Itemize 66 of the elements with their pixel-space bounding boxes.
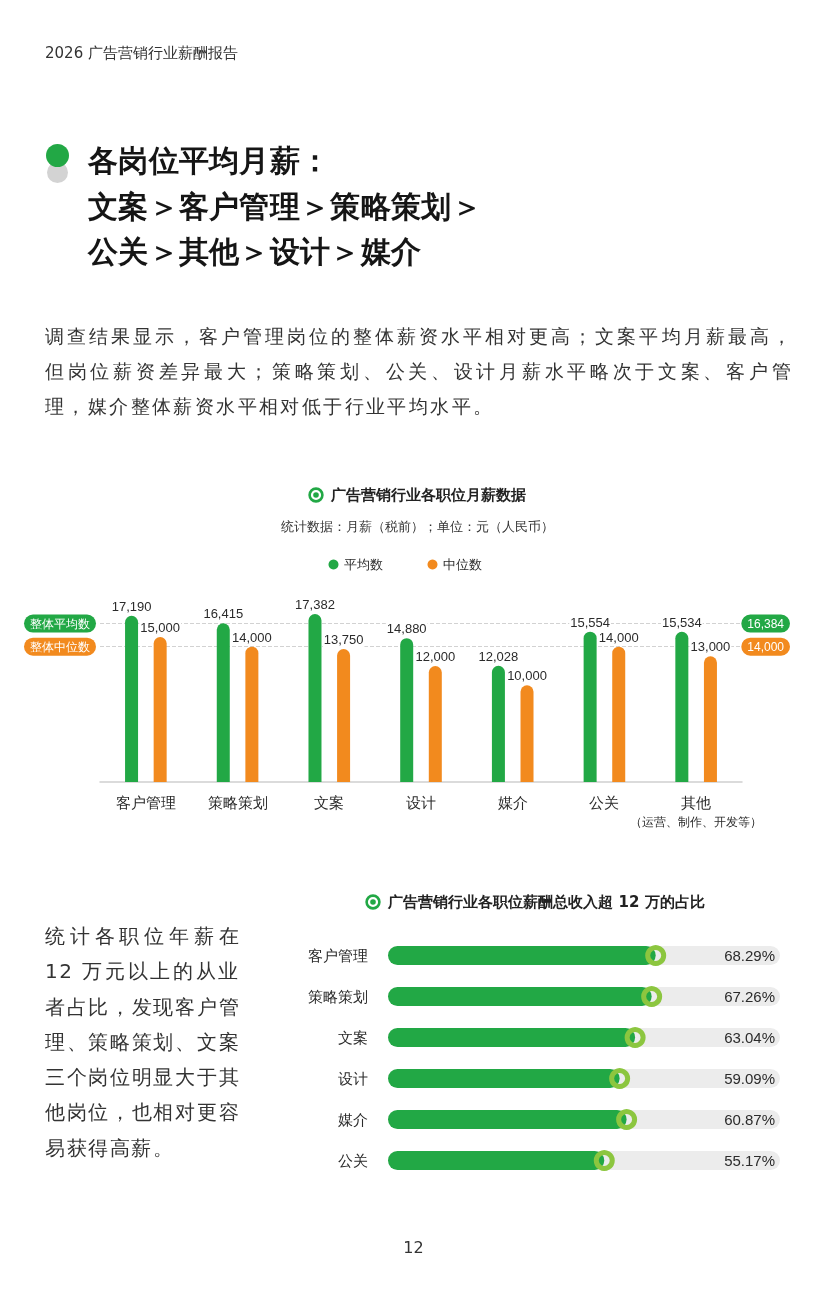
data-label: 14,000 — [231, 629, 272, 645]
data-label: 14,000 — [598, 629, 639, 645]
text: 2026 广告营销行业薪酬报告 — [45, 43, 238, 63]
point — [609, 1068, 631, 1089]
legend-label: 中位数 — [442, 557, 482, 572]
data-label: 60.87% — [724, 1111, 775, 1128]
data-label: 55.17% — [724, 1152, 775, 1169]
data-label: 16,415 — [203, 606, 244, 622]
point — [645, 945, 667, 966]
bar — [703, 656, 717, 782]
data-label: 13,000 — [690, 639, 731, 655]
bar — [612, 646, 626, 782]
point — [641, 986, 663, 1007]
bar — [308, 613, 322, 782]
bar — [337, 649, 351, 782]
text: 调查结果显示，客户管理岗位的整体薪资水平相对更高；文案平均月薪最高，但岗位薪资差异最大；策略策划、公关、设计月薪水平略次于文案、客户管理，媒介整体薪资水平相对低于行业平均水平。 — [45, 324, 793, 419]
data-label: 12,028 — [478, 648, 519, 664]
data-label: 15,554 — [570, 614, 611, 630]
bar — [675, 631, 689, 782]
data-label: 15,000 — [140, 620, 181, 635]
y-tick-label: 客户管理 — [308, 946, 368, 965]
data-label: 59.09% — [724, 1070, 775, 1087]
point — [624, 1027, 646, 1048]
chart-title: 广告营销行业各职位薪酬总收入超 12 万的占比 — [388, 892, 705, 912]
bar — [491, 665, 505, 782]
bar — [400, 638, 414, 782]
bar — [428, 666, 442, 782]
data-label: 14,880 — [386, 621, 427, 637]
ref-line-label: 整体中位数 — [30, 639, 90, 654]
data-label: 15,534 — [661, 614, 702, 630]
bar — [245, 646, 259, 782]
data-label: 17,190 — [111, 598, 152, 614]
y-tick-label: 媒介 — [338, 1110, 368, 1129]
point — [593, 1150, 615, 1171]
x-tick-label: 策略策划 — [207, 793, 268, 812]
x-tick-label: 媒介 — [497, 793, 528, 812]
data-label: 13,750 — [323, 632, 364, 648]
legend-label: 平均数 — [343, 557, 383, 572]
data-label: 17,382 — [295, 596, 335, 612]
text: 各岗位平均月薪：文案＞客户管理＞策略策划＞公关＞其他＞设计＞媒介 — [88, 142, 483, 271]
bar — [520, 685, 534, 782]
y-tick-label: 设计 — [338, 1069, 368, 1088]
x-tick-label: 公关 — [589, 793, 620, 812]
bar — [153, 637, 167, 782]
x-tick-label: 其他（运营、制作、开发等） — [630, 793, 763, 829]
x-tick-label: 客户管理 — [115, 793, 176, 812]
y-tick-label: 文案 — [338, 1028, 368, 1047]
data-label: 10,000 — [507, 668, 547, 684]
bar — [583, 631, 597, 782]
chart-title: 广告营销行业各职位月薪数据 — [331, 485, 526, 505]
text: 12 — [402, 1238, 425, 1258]
bar — [216, 623, 230, 782]
y-tick-label: 公关 — [338, 1151, 368, 1170]
data-label: 63.04% — [724, 1029, 775, 1046]
x-tick-label: 设计 — [406, 793, 436, 812]
data-label: 67.26% — [724, 988, 775, 1005]
text: 统计各职位年薪在12 万元以上的从业者占比，发现客户管理、策略策划、文案三个岗位明显大于其他岗位，也相对更容易获得高薪。 — [45, 923, 240, 1162]
data-label: 12,000 — [415, 649, 456, 664]
y-tick-label: 策略策划 — [308, 987, 368, 1006]
data-label: 68.29% — [724, 947, 775, 964]
text: 14,000 — [747, 639, 785, 654]
text: 16,384 — [747, 616, 785, 631]
chart-subtitle: 统计数据：月薪（税前）；单位：元（人民币） — [279, 518, 555, 536]
point — [616, 1109, 638, 1130]
ref-line-label: 整体平均数 — [30, 616, 90, 631]
bar — [125, 615, 139, 782]
